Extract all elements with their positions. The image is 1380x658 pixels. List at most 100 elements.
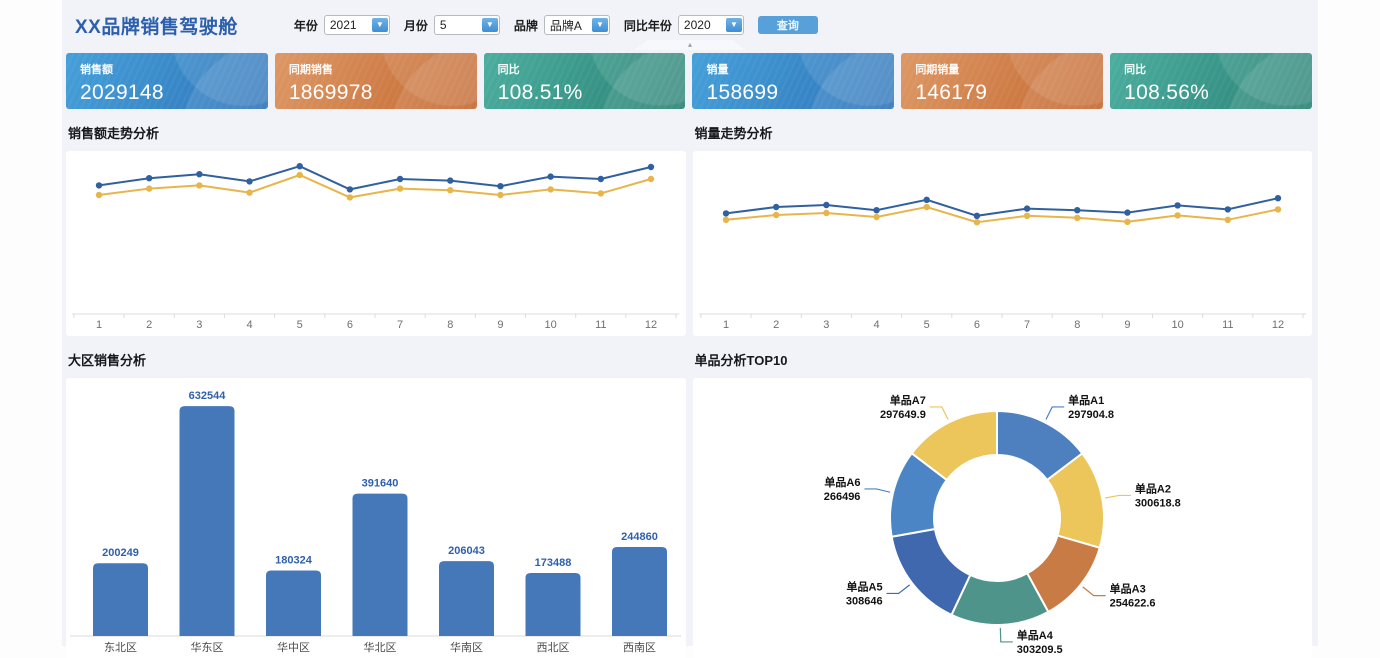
data-point[interactable] [396,175,404,183]
bar[interactable] [179,406,235,636]
data-point[interactable] [1073,207,1080,214]
data-point[interactable] [547,173,554,180]
data-point[interactable] [772,203,779,211]
chevron-down-icon[interactable]: ▼ [481,18,498,32]
x-axis-label: 4 [246,319,252,331]
data-point[interactable] [1173,202,1181,209]
data-point[interactable] [346,194,354,201]
year-select-value: 2021 [329,18,357,32]
bar[interactable] [612,547,667,636]
data-point[interactable] [1123,218,1131,225]
bar-value-label: 200249 [102,547,139,559]
kpi-label: 同比 [497,64,520,76]
data-point[interactable] [923,196,930,203]
x-axis-label: 6 [347,319,353,331]
data-point[interactable] [547,186,554,193]
donut-slice[interactable] [889,527,972,617]
region-sales-section: 大区销售分析 200249 东北区 632544 华东区 180324 华中区 391640… [66,336,686,658]
data-point[interactable] [497,191,504,199]
data-point[interactable] [447,187,454,194]
data-point[interactable] [246,189,253,196]
chevron-down-icon[interactable]: ▼ [725,18,742,32]
data-point[interactable] [246,178,253,185]
chevron-down-icon[interactable]: ▼ [591,18,608,32]
data-point[interactable] [346,186,354,193]
data-point[interactable] [1224,206,1231,213]
x-axis-label: 12 [1271,319,1283,331]
x-axis-label: 2 [146,319,152,331]
kpi-value: 108.56% [1124,81,1210,104]
caret-up-icon: ▴ [687,40,692,49]
data-point[interactable] [196,171,203,178]
region-sales-bar-chart: 200249 东北区 632544 华东区 180324 华中区 391640 华北区 2060… [66,378,686,658]
data-point[interactable] [822,201,830,209]
data-point[interactable] [647,163,655,171]
data-point[interactable] [772,211,779,219]
data-point[interactable] [95,191,103,199]
data-point[interactable] [1123,209,1131,216]
donut-leader-line [863,488,890,493]
data-point[interactable] [1224,216,1231,223]
data-point[interactable] [396,185,404,192]
brand-label: 品牌 [513,18,538,33]
data-point[interactable] [923,203,930,211]
donut-slice-label: 单品A3 254622.6 [1109,582,1155,610]
data-point[interactable] [597,175,604,183]
kpi-card-prev-sales-amount: 同期销售 1869978 [275,53,477,109]
data-point[interactable] [597,190,604,197]
year-select[interactable]: 2021 ▼ [323,15,390,35]
bar[interactable] [266,570,321,636]
data-point[interactable] [1274,206,1281,213]
data-point[interactable] [1274,195,1281,202]
kpi-value: 108.51% [497,81,583,104]
data-point[interactable] [1173,212,1181,219]
data-point[interactable] [647,175,655,183]
chevron-down-icon[interactable]: ▼ [371,18,388,32]
data-point[interactable] [822,209,830,217]
kpi-label: 同比 [1124,64,1147,76]
bar[interactable] [93,563,148,636]
data-point[interactable] [145,175,153,182]
kpi-label: 销售额 [80,64,113,76]
year-filter: 年份 2021 ▼ [294,15,390,35]
volume-trend-section: 销量走势分析 1 2 3 4 5 6 7 8 9 10 11 12 [692,109,1312,336]
data-point[interactable] [1023,212,1030,219]
donut-slice-label: 单品A1 297904.8 [1068,393,1114,421]
bar[interactable] [525,572,581,636]
data-point[interactable] [872,213,880,221]
data-point[interactable] [447,177,454,184]
data-point[interactable] [872,207,880,214]
donut-leader-line [886,584,910,595]
compare-year-label: 同比年份 [623,18,672,33]
brand-select[interactable]: 品牌A ▼ [543,15,610,35]
compare-year-select[interactable]: 2020 ▼ [677,15,744,35]
bar-value-label: 391640 [362,478,399,490]
header: XX品牌销售驾驶舱 年份 2021 ▼ 月份 5 ▼ [66,0,1312,40]
data-point[interactable] [1073,214,1080,221]
trend-line [725,197,1278,217]
compare-year-select-value: 2020 [683,18,711,32]
data-point[interactable] [722,216,729,223]
data-point[interactable] [296,163,303,170]
donut-leader-line [999,627,1013,643]
bar[interactable] [352,493,408,636]
bar[interactable] [439,561,494,636]
data-point[interactable] [497,183,504,190]
data-point[interactable] [95,182,103,189]
sales-amount-trend-section: 销售额走势分析 1 2 3 4 5 6 7 8 9 10 11 12 [66,109,686,336]
data-point[interactable] [973,219,980,226]
query-button[interactable]: 查询 [757,16,818,34]
month-select[interactable]: 5 ▼ [433,15,500,35]
data-point[interactable] [1023,205,1030,212]
bar-value-label: 244860 [621,531,658,543]
data-point[interactable] [196,182,203,189]
trend-line [98,165,652,191]
data-point[interactable] [296,171,303,179]
bar-value-label: 180324 [275,554,313,566]
donut-slice[interactable] [909,409,998,482]
data-point[interactable] [973,212,980,219]
panel-collapse-handle[interactable]: ▴ [634,40,746,50]
data-point[interactable] [145,185,153,192]
x-axis-label: 3 [823,319,829,331]
data-point[interactable] [722,210,729,217]
